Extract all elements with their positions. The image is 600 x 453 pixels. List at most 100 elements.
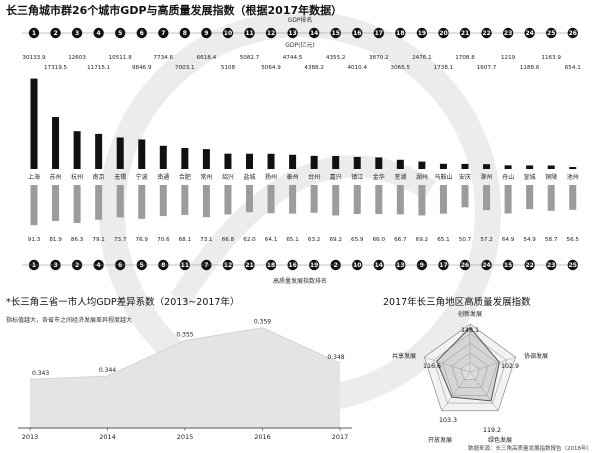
quality-rank-number: 14 bbox=[375, 262, 383, 269]
quality-bar bbox=[526, 185, 534, 210]
gdp-unit-label: GDP(亿元) bbox=[285, 41, 315, 49]
quality-value-label: 68.1 bbox=[179, 237, 192, 243]
gdp-rank-badge bbox=[201, 27, 212, 39]
quality-bar bbox=[396, 185, 404, 215]
radar-axis-label: 协调发展 bbox=[524, 352, 548, 360]
quality-bar bbox=[159, 185, 167, 217]
quality-value-label: 58.7 bbox=[545, 237, 558, 243]
gdp-value-label: 5064.9 bbox=[261, 65, 281, 71]
gdp-bars bbox=[30, 78, 577, 169]
quality-value-label: 56.5 bbox=[567, 237, 580, 243]
quality-bar bbox=[461, 185, 469, 208]
gdp-bar bbox=[52, 117, 60, 169]
gdp-rank-number: 24 bbox=[525, 30, 533, 37]
area-value-label: 0.355 bbox=[176, 332, 193, 339]
gdp-rank-number: 15 bbox=[332, 30, 340, 37]
radar-chart-title: 2017年长三角地区高质量发展指数 bbox=[383, 296, 531, 308]
quality-value-label: 62.0 bbox=[243, 237, 256, 243]
gdp-bar bbox=[224, 153, 232, 169]
city-label: 安庆 bbox=[459, 173, 471, 181]
gdp-rank-badge bbox=[546, 27, 557, 39]
quality-rank-number: 16 bbox=[288, 262, 296, 269]
quality-value-label: 64.9 bbox=[502, 237, 515, 243]
gdp-value-label: 12603 bbox=[68, 55, 86, 61]
gdp-rank-badge bbox=[395, 27, 406, 39]
gdp-rank-row: 1 2 3 4 5 6 7 8 9 10 11 12 13 14 15 16 17 18 19 20 21 22 23 24 2… bbox=[28, 27, 578, 39]
gdp-value-label: 2476.1 bbox=[412, 55, 432, 61]
quality-bar bbox=[181, 185, 189, 215]
radar-axis-label: 创新发展 bbox=[458, 310, 482, 318]
city-label: 扬州 bbox=[265, 173, 277, 181]
gdp-bar bbox=[353, 156, 361, 169]
radar-spoke bbox=[469, 356, 516, 373]
gdp-rank-badge bbox=[352, 27, 363, 39]
quality-bar bbox=[569, 185, 577, 210]
quality-value-labels: 91.3 81.9 86.3 79.1 73.7 76.9 70.6 68.1 73.1 66.8… bbox=[28, 237, 580, 243]
gdp-value-label: 1163.9 bbox=[541, 55, 561, 61]
gdp-rank-badge bbox=[179, 27, 191, 39]
quality-bar bbox=[73, 185, 81, 223]
gdp-bar bbox=[289, 154, 297, 169]
quality-rank-number: 6 bbox=[118, 262, 122, 269]
gdp-value-label: 30133.9 bbox=[22, 55, 46, 61]
quality-rank-number: 11 bbox=[181, 262, 189, 269]
quality-value-label: 70.6 bbox=[157, 237, 170, 243]
quality-bar bbox=[547, 185, 555, 211]
gdp-bar bbox=[246, 153, 253, 169]
gdp-rank-number: 4 bbox=[97, 30, 101, 37]
radar-value-label: 148.1 bbox=[461, 327, 479, 334]
quality-rank-number: 22 bbox=[525, 262, 533, 269]
city-label: 绍兴 bbox=[222, 173, 234, 181]
watermark-swoosh bbox=[170, 155, 436, 306]
radar-chart: 创新发展 148.1 协调发展 102.9 绿色发展 119.2 开放发展 103.3 共享发展… bbox=[392, 310, 548, 444]
gdp-rank-number: 2 bbox=[53, 30, 57, 37]
gdp-rank-badge bbox=[115, 27, 126, 39]
area-x-label: 2013 bbox=[22, 433, 39, 441]
gdp-bar bbox=[569, 167, 577, 169]
city-label: 合肥 bbox=[179, 173, 191, 181]
quality-rank-number: 15 bbox=[504, 262, 512, 269]
quality-value-label: 50.7 bbox=[459, 237, 472, 243]
area-chart-note: 指标值越大，各省市之间经济发展差异程度越大 bbox=[6, 316, 132, 324]
quality-bar bbox=[483, 185, 491, 211]
quality-rank-number: 2 bbox=[334, 262, 338, 269]
quality-value-label: 65.9 bbox=[351, 237, 364, 243]
gdp-rank-badge bbox=[244, 27, 255, 39]
quality-bar bbox=[246, 185, 253, 213]
gdp-rank-badge bbox=[373, 27, 384, 39]
gdp-rank-number: 9 bbox=[204, 30, 208, 37]
quality-bar bbox=[439, 185, 447, 214]
quality-rank-number: 23 bbox=[547, 262, 555, 269]
quality-rank-number: 18 bbox=[267, 262, 275, 269]
gdp-rank-badge bbox=[524, 27, 535, 39]
gdp-rank-badge bbox=[93, 27, 104, 39]
quality-bar bbox=[504, 185, 512, 214]
gdp-rank-number: 7 bbox=[161, 30, 165, 37]
gdp-rank-number: 13 bbox=[288, 30, 296, 37]
gdp-rank-number: 20 bbox=[439, 30, 447, 37]
gdp-bar bbox=[95, 133, 103, 169]
gdp-value-label: 3870.2 bbox=[369, 55, 389, 61]
quality-rank-number: 3 bbox=[53, 262, 57, 269]
city-labels: 上海 苏州 杭州 南京 无锡 宁波 南通 合肥 常州 绍兴 盐城 扬州 泰州 台州 嘉兴 镇江 金华 芜湖 湖州 马鞍… bbox=[28, 173, 579, 181]
quality-bar bbox=[202, 185, 210, 218]
gdp-rank-badge bbox=[308, 27, 320, 39]
city-label: 嘉兴 bbox=[330, 173, 342, 181]
quality-rank-number: 5 bbox=[140, 262, 144, 269]
area-value-label: 0.359 bbox=[254, 319, 271, 326]
gdp-rank-number: 5 bbox=[118, 30, 122, 37]
city-label: 苏州 bbox=[50, 173, 62, 181]
city-label: 滁州 bbox=[481, 173, 493, 181]
quality-rank-number: 17 bbox=[439, 262, 447, 269]
quality-rank-axis-label: 高质量发展指数排名 bbox=[273, 277, 327, 285]
area-x-label: 2015 bbox=[177, 433, 194, 441]
radar-grid-ring bbox=[442, 342, 498, 396]
gdp-rank-number: 23 bbox=[504, 30, 512, 37]
quality-value-label: 65.1 bbox=[286, 237, 299, 243]
gdp-value-label: 3065.5 bbox=[391, 65, 411, 71]
gdp-value-label: 7734.6 bbox=[154, 55, 174, 61]
gdp-rank-badge bbox=[28, 27, 40, 39]
radar-value-label: 116.6 bbox=[423, 363, 441, 370]
city-label: 镇江 bbox=[351, 173, 363, 181]
gdp-bar bbox=[375, 157, 383, 169]
